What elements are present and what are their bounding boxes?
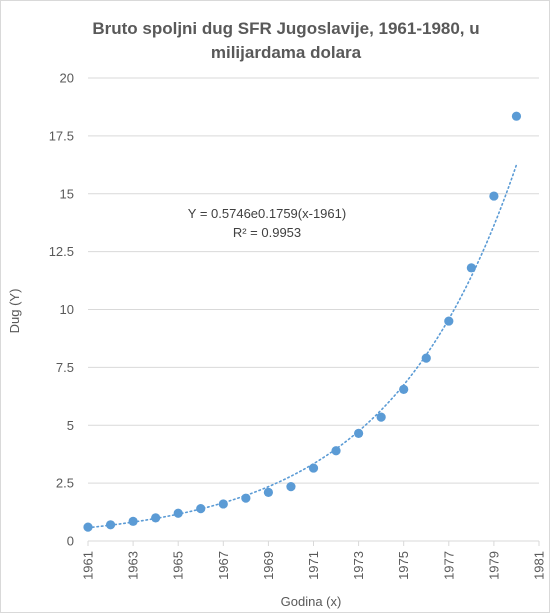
y-tick-label: 10: [60, 302, 74, 317]
x-tick-label: 1981: [532, 551, 547, 580]
x-tick-label: 1979: [486, 551, 501, 580]
x-tick-label: 1961: [81, 551, 96, 580]
y-axis-title: Dug (Y): [7, 289, 22, 334]
x-tick-label: 1967: [216, 551, 231, 580]
data-point: [466, 263, 476, 273]
y-tick-label: 17.5: [49, 128, 74, 143]
data-point: [196, 503, 206, 514]
data-points: [83, 111, 522, 532]
data-point: [83, 522, 93, 532]
x-tick-label: 1975: [396, 551, 411, 580]
data-point: [173, 508, 183, 518]
data-point: [128, 516, 138, 526]
data-point: [308, 463, 319, 473]
data-point: [151, 513, 161, 523]
data-point: [263, 487, 273, 497]
x-tick-label: 1963: [126, 551, 141, 580]
data-point: [444, 316, 454, 326]
x-tick-label: 1973: [351, 551, 366, 580]
data-point: [286, 481, 296, 492]
chart-title-line-2: milijardama dolara: [210, 43, 362, 62]
x-tick-label: 1969: [261, 551, 276, 580]
x-tick-label: 1971: [306, 551, 321, 580]
data-point: [331, 446, 341, 456]
x-axis-title: Godina (x): [281, 594, 342, 609]
trendline-r2: R² = 0.9953: [233, 225, 301, 240]
data-point: [241, 493, 251, 503]
data-point: [511, 111, 522, 121]
data-point: [399, 384, 409, 394]
data-point: [421, 353, 431, 363]
y-tick-label: 7.5: [56, 360, 74, 375]
y-tick-label: 15: [60, 186, 74, 201]
chart-title-line-1: Bruto spoljni dug SFR Jugoslavije, 1961-…: [92, 19, 480, 38]
chart-title: Bruto spoljni dug SFR Jugoslavije, 1961-…: [61, 17, 511, 65]
data-point: [218, 499, 228, 509]
y-tick-label: 2.5: [56, 476, 74, 491]
y-tick-label: 12.5: [49, 244, 74, 259]
data-point: [105, 520, 116, 530]
tick-labels: 0 2.5 5 7.5 10 12.5 15 17.5 20 1961 1963 1965 1967 19…: [49, 71, 547, 580]
x-tick-label: 1965: [171, 551, 186, 580]
y-tick-label: 0: [67, 534, 74, 549]
y-tick-label: 5: [67, 418, 74, 433]
x-tick-label: 1977: [441, 551, 456, 580]
gridlines: [88, 77, 539, 484]
trendline-equation: Y = 0.5746e0.1759(x-1961): [188, 206, 346, 221]
data-point: [354, 428, 364, 438]
data-point: [489, 191, 499, 201]
data-point: [376, 412, 386, 422]
axes: [87, 540, 540, 546]
y-tick-label: 20: [60, 71, 74, 86]
